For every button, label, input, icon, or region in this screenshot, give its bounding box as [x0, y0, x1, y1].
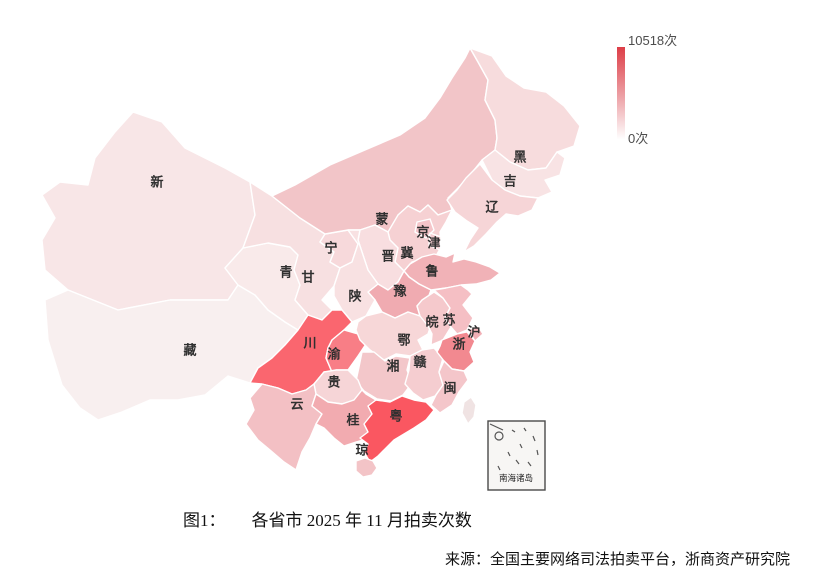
province-label-jiangsu: 苏	[442, 313, 455, 328]
province-label-ningxia: 宁	[324, 241, 337, 256]
color-legend: 10518次 0次	[617, 33, 677, 146]
province-label-gansu: 甘	[301, 270, 314, 285]
inset-islands-marks	[489, 423, 539, 471]
province-label-hubei: 鄂	[397, 333, 410, 348]
province-label-guangdong: 粤	[389, 409, 402, 424]
province-label-anhui: 皖	[425, 315, 438, 330]
province-shape-xinjiang	[41, 111, 256, 311]
province-shape-taiwan	[461, 396, 477, 425]
source-line: 来源：全国主要网络司法拍卖平台，浙商资产研究院	[444, 552, 790, 568]
province-label-heilongjiang: 黑	[513, 150, 526, 165]
province-label-shandong: 鲁	[425, 264, 438, 279]
province-label-tibet: 藏	[183, 343, 196, 358]
province-label-neimenggu: 蒙	[375, 212, 388, 227]
province-label-xinjiang: 新	[150, 175, 163, 190]
provinces-layer	[41, 47, 581, 478]
province-shape-guangdong	[359, 395, 435, 463]
province-shape-zhejiang	[436, 331, 476, 372]
province-label-shaanxi: 陕	[348, 289, 362, 304]
province-label-sichuan: 川	[302, 336, 316, 351]
province-label-guizhou: 贵	[327, 375, 340, 390]
province-label-shanxi: 晋	[381, 249, 394, 264]
legend-max-label: 10518次	[628, 33, 677, 48]
inset-label: 南海诸岛	[499, 473, 533, 483]
province-label-henan: 豫	[393, 284, 406, 299]
province-label-jiangxi: 赣	[413, 355, 427, 370]
province-shape-tianjin	[428, 232, 442, 251]
province-label-chongqing: 渝	[327, 347, 341, 362]
province-label-guangxi: 桂	[345, 413, 359, 428]
province-shape-jiangsu	[433, 284, 474, 335]
legend-gradient-bar	[617, 47, 625, 139]
province-label-hainan: 琼	[355, 443, 368, 458]
province-shape-liaoning	[446, 163, 539, 253]
province-shape-hainan	[355, 457, 378, 478]
province-label-zhejiang: 浙	[452, 337, 465, 352]
province-label-liaoning: 辽	[485, 200, 499, 215]
province-label-qinghai: 青	[279, 265, 292, 280]
province-label-shanghai: 沪	[467, 325, 480, 340]
south-china-sea-inset: 南海诸岛	[487, 420, 546, 491]
province-shape-yunnan	[245, 383, 323, 471]
province-label-beijing: 京	[416, 225, 429, 240]
province-label-yunnan: 云	[290, 397, 303, 412]
province-label-hunan: 湘	[386, 359, 399, 374]
figure-number: 图1：	[183, 511, 226, 530]
province-label-hebei: 冀	[400, 246, 413, 261]
province-label-jilin: 吉	[503, 174, 516, 189]
province-label-fujian: 闽	[443, 381, 456, 396]
province-shape-fujian	[430, 360, 469, 414]
figure-caption: 图1： 各省市 2025 年 11 月拍卖次数	[183, 506, 472, 531]
legend-min-label: 0次	[628, 131, 648, 146]
province-label-tianjin: 津	[427, 236, 440, 251]
figure-title: 各省市 2025 年 11 月拍卖次数	[251, 511, 472, 530]
